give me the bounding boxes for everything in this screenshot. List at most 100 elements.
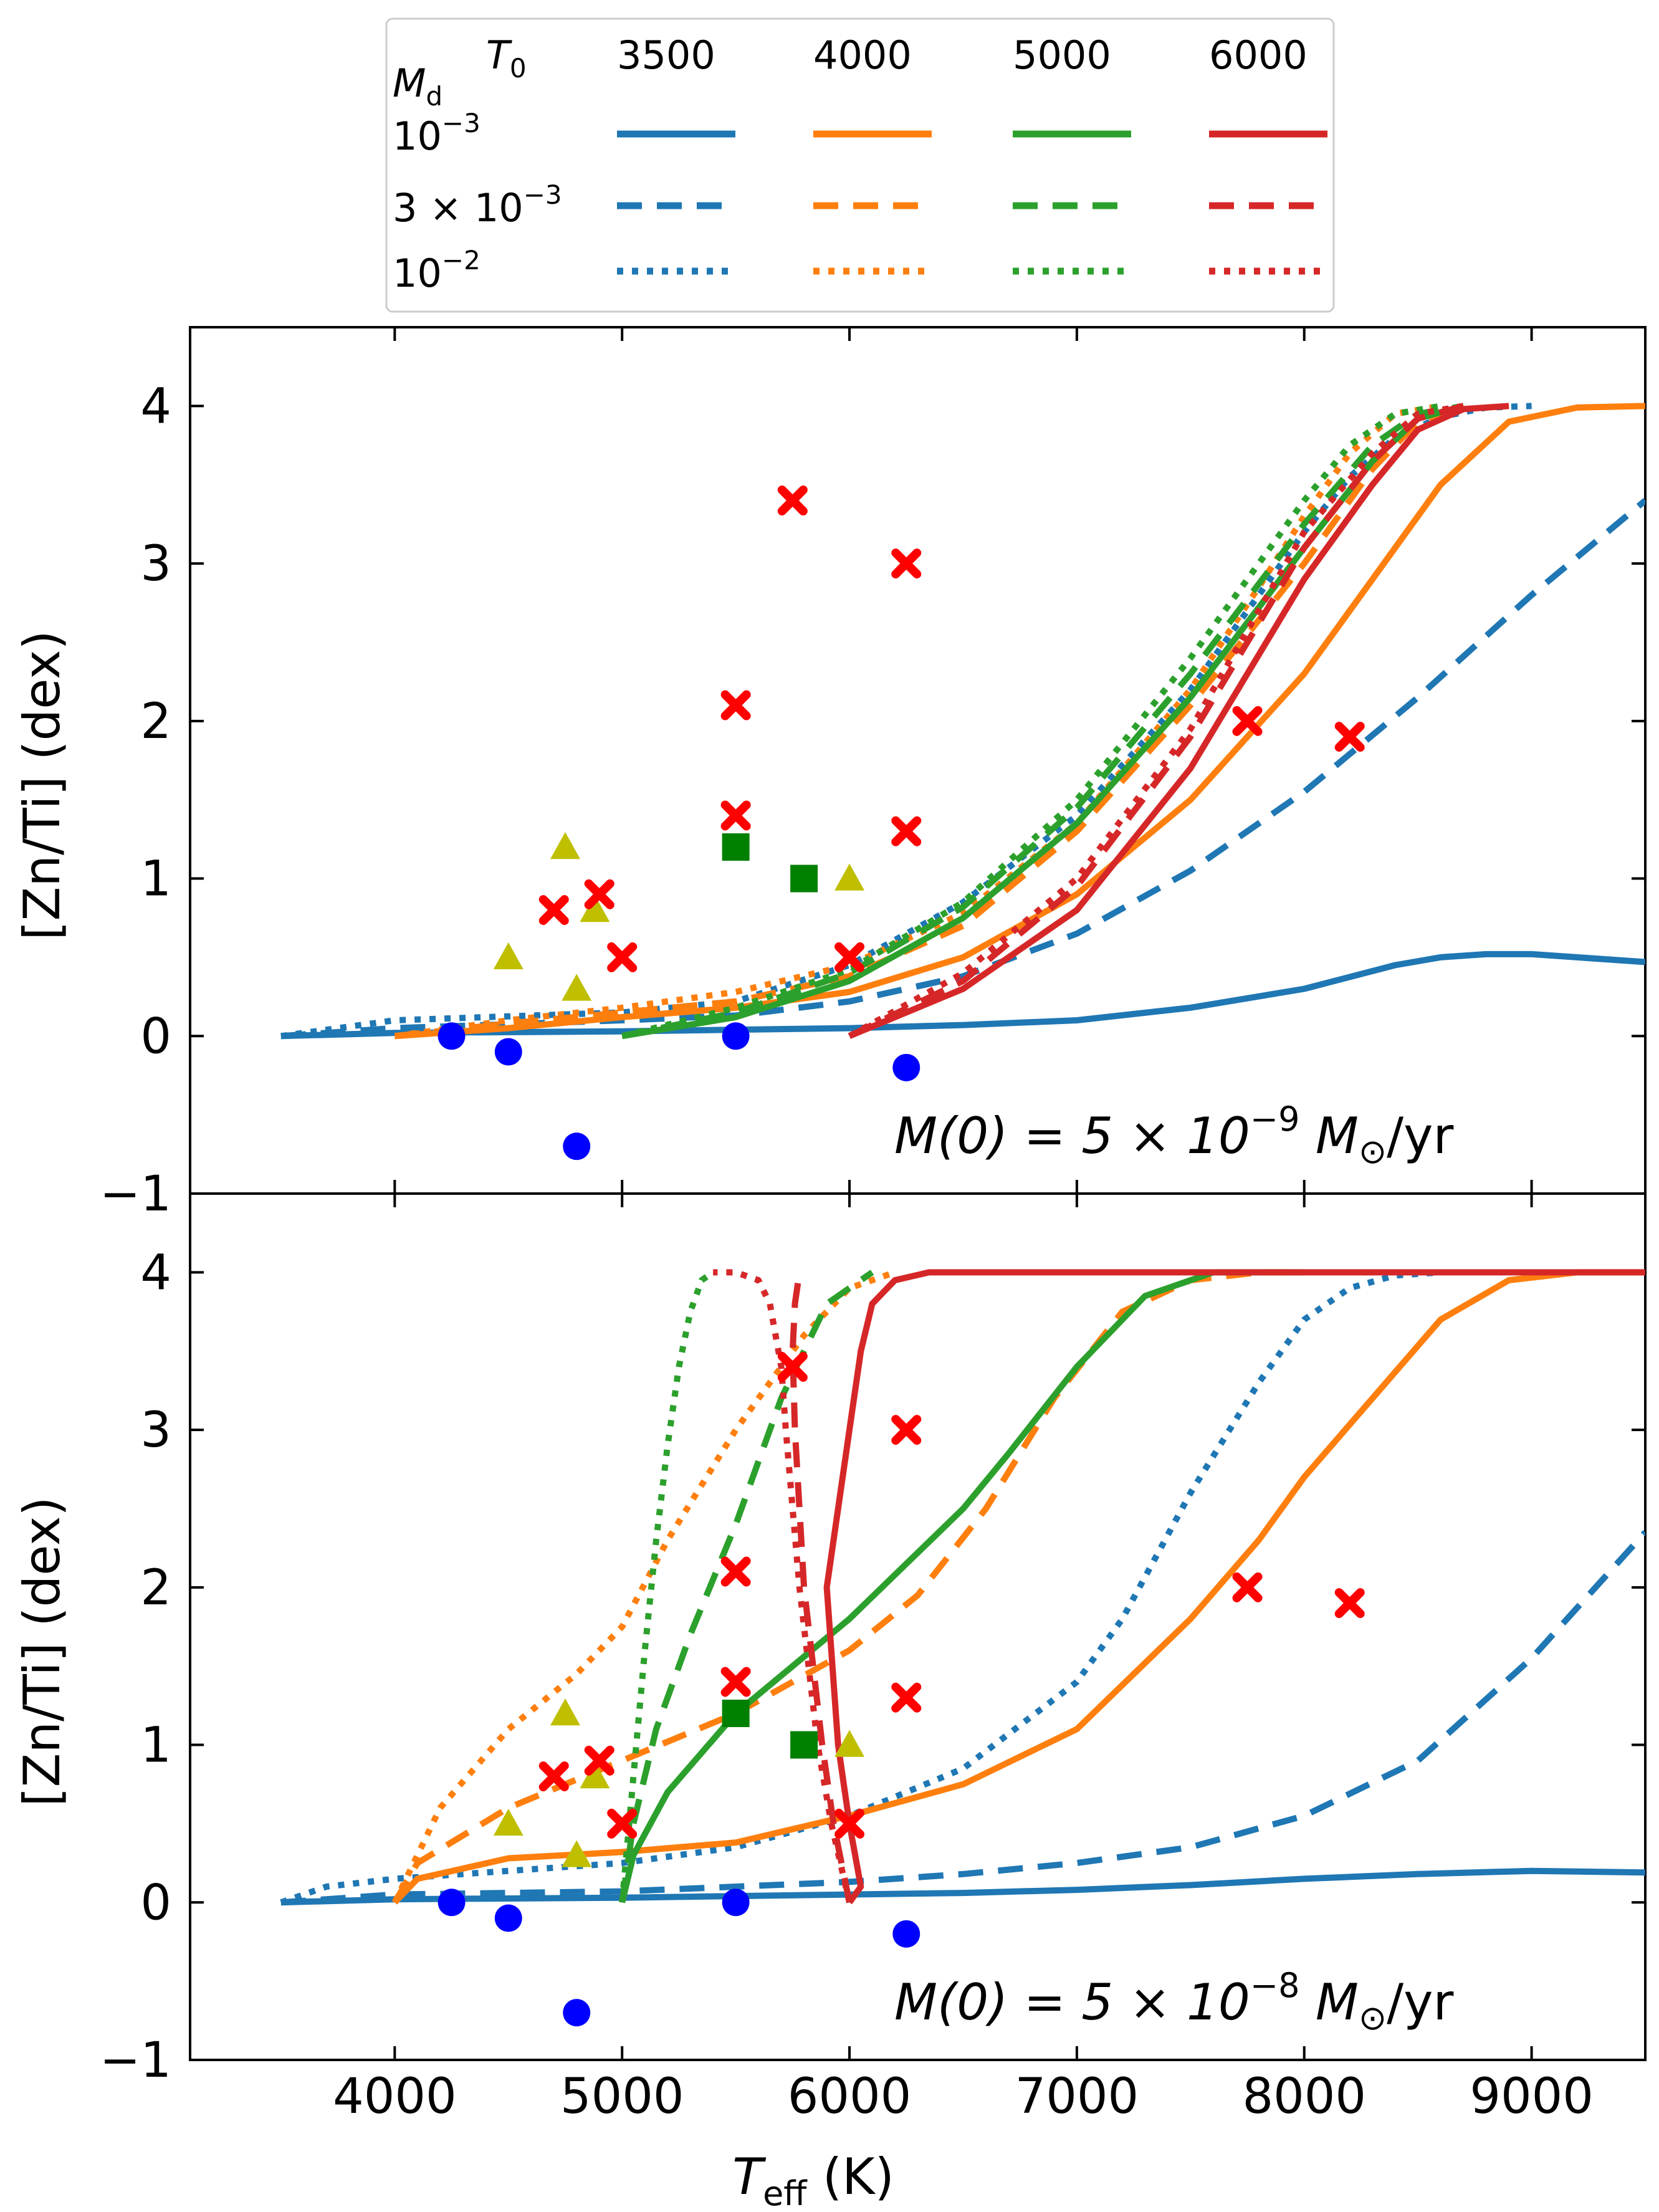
series-line-5000-solid — [619, 1269, 1304, 1903]
square-marker — [790, 864, 818, 893]
circle-marker — [563, 1132, 591, 1161]
triangle-marker — [562, 974, 592, 1001]
y-tick-label: 1 — [140, 851, 171, 907]
cross-marker — [720, 1556, 751, 1587]
square-marker — [790, 1731, 818, 1759]
legend-t0-label: T0 — [486, 32, 527, 84]
series-line-6000-dotted — [848, 403, 1464, 1039]
square-marker — [722, 833, 750, 861]
y-tick-label: 0 — [140, 1008, 171, 1065]
cross-marker — [720, 1667, 751, 1697]
circle-marker — [722, 1022, 750, 1050]
series-line-5000-dotted — [621, 403, 1441, 1040]
cross-marker — [538, 895, 569, 926]
y-tick-label: 2 — [140, 1560, 171, 1616]
x-tick-label: 5000 — [560, 2069, 684, 2125]
y-axis-label-bottom: [Zn/Ti] (dex) — [13, 1496, 71, 1806]
cross-marker — [1232, 706, 1263, 736]
circle-marker — [722, 1889, 750, 1917]
circle-marker — [437, 1022, 466, 1050]
series-line-6000-dashed — [789, 1271, 853, 1903]
legend-row-1-label: 10−3 — [393, 108, 480, 159]
circle-marker — [892, 1920, 920, 1948]
triangle-marker — [493, 942, 524, 970]
y-tick-label: −1 — [100, 1166, 171, 1222]
y-tick-label: 3 — [140, 536, 171, 592]
series-line-4000-dotted — [394, 403, 1441, 1040]
legend-md-label: Md — [393, 60, 442, 112]
cross-marker — [891, 548, 922, 579]
cross-marker — [834, 942, 865, 972]
cross-marker — [1232, 1572, 1263, 1602]
triangle-marker — [834, 1730, 865, 1757]
legend-row-3-label: 10−2 — [393, 245, 480, 296]
cross-marker — [777, 1352, 808, 1382]
cross-marker — [834, 1808, 865, 1839]
series-line-4000-solid — [392, 1269, 1645, 1905]
cross-marker — [720, 690, 751, 721]
series-line-4000-dashed — [394, 403, 1465, 1040]
cross-marker — [538, 1761, 569, 1792]
cross-marker — [720, 800, 751, 831]
circle-marker — [437, 1889, 466, 1917]
cross-marker — [607, 1808, 638, 1839]
cross-marker — [891, 1682, 922, 1713]
triangle-marker — [580, 895, 610, 922]
cross-marker — [584, 879, 614, 909]
legend-frame — [385, 17, 1335, 313]
triangle-marker — [550, 832, 580, 859]
triangle-marker — [493, 1808, 524, 1836]
x-axis-label: Teff (K) — [732, 2148, 894, 2212]
x-tick-label: 9000 — [1470, 2069, 1594, 2125]
panel-top: −1 0 1 2 3 4 — [100, 326, 1647, 1222]
cross-marker — [1334, 1588, 1365, 1619]
series-line-4000-solid — [394, 403, 1645, 1040]
bottom-annotation: M(0) = 5 × 10−8 M⊙/yr — [894, 1966, 1453, 2037]
y-tick-label: 3 — [140, 1402, 171, 1458]
circle-marker — [494, 1904, 522, 1932]
legend-col-5000: 5000 — [1013, 32, 1111, 78]
series-line-4000-dotted — [391, 1269, 896, 1904]
series-line-5000-dotted — [619, 1270, 715, 1903]
series-line-6000-dotted — [713, 1269, 853, 1903]
cross-marker — [1334, 722, 1365, 752]
cross-marker — [777, 486, 808, 515]
square-marker — [722, 1700, 750, 1727]
series-line-6000-dashed — [848, 403, 1465, 1039]
series-line-3500-dashed — [280, 1530, 1645, 1906]
series-line-6000-solid — [823, 1269, 1645, 1905]
plot-frame-bottom — [189, 1192, 1647, 2061]
cross-marker — [891, 816, 922, 846]
y-tick-label: 4 — [140, 378, 171, 434]
triangle-marker — [562, 1840, 592, 1867]
series-line-5000-solid — [621, 403, 1465, 1040]
circle-marker — [892, 1053, 920, 1081]
top-annotation: M(0) = 5 × 10−9 M⊙/yr — [894, 1099, 1453, 1171]
y-tick-label: 4 — [140, 1245, 171, 1301]
y-axis-label-top: [Zn/Ti] (dex) — [13, 630, 71, 940]
legend-col-6000: 6000 — [1209, 32, 1308, 78]
series-line-5000-dashed — [619, 1270, 874, 1903]
circle-marker — [494, 1038, 522, 1066]
series-line-5000-dashed — [621, 403, 1464, 1040]
x-tick-label: 4000 — [333, 2069, 457, 2125]
y-tick-label: 1 — [140, 1718, 171, 1774]
series-line-3500-solid — [280, 1867, 1645, 1906]
legend-row-2-label: 3 × 10−3 — [393, 180, 562, 231]
legend-col-3500: 3500 — [617, 32, 715, 78]
x-tick-label: 7000 — [1015, 2069, 1139, 2125]
y-tick-label: 2 — [140, 694, 171, 750]
series-line-6000-solid — [848, 403, 1509, 1039]
cross-marker — [584, 1745, 614, 1776]
triangle-marker — [834, 863, 865, 891]
circle-marker — [563, 1999, 591, 2027]
legend-swatches — [617, 130, 1327, 275]
x-tick-label: 8000 — [1242, 2069, 1366, 2125]
y-tick-label: 0 — [140, 1875, 171, 1931]
triangle-marker — [580, 1761, 610, 1789]
cross-marker — [607, 942, 638, 972]
y-tick-label: −1 — [100, 2032, 171, 2089]
cross-marker — [891, 1415, 922, 1445]
panel-bottom: 4000 5000 6000 7000 8000 9000 −1 0 1 2 3 4 — [100, 1192, 1647, 2125]
